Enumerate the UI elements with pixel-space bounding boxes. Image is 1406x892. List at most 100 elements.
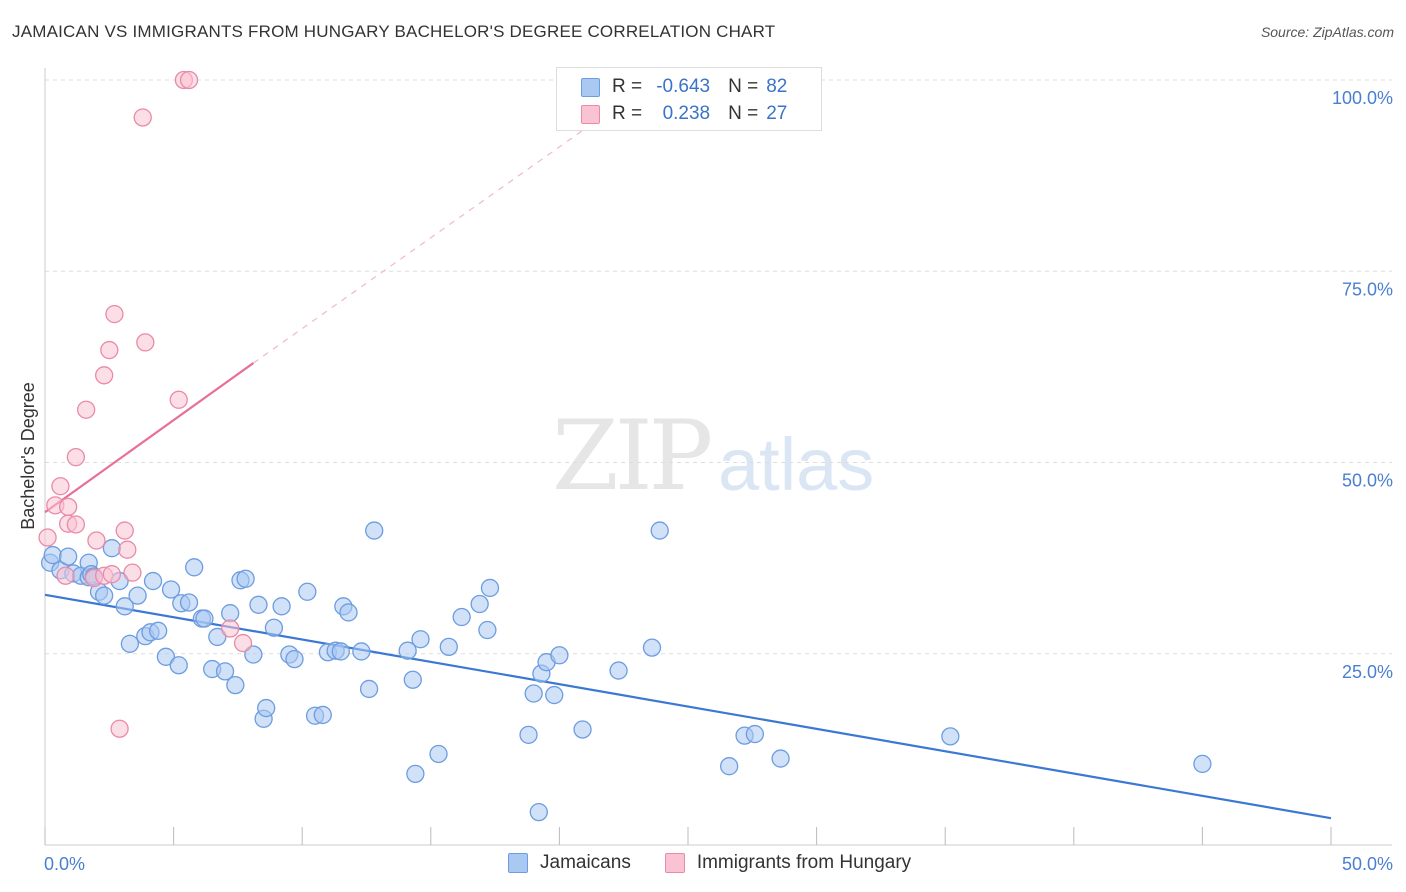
point-hungary bbox=[51, 477, 70, 496]
legend-n-label: N = bbox=[728, 76, 759, 97]
point-jamaicans bbox=[403, 670, 422, 689]
point-jamaicans bbox=[545, 685, 564, 705]
point-jamaicans bbox=[439, 637, 458, 657]
point-hungary bbox=[110, 719, 129, 738]
trendline-jamaicans bbox=[44, 593, 1332, 820]
point-jamaicans bbox=[195, 609, 214, 628]
point-jamaicans bbox=[236, 569, 255, 588]
point-jamaicans bbox=[120, 634, 140, 653]
legend-r-label: R = bbox=[612, 103, 643, 124]
point-jamaicans bbox=[365, 521, 384, 540]
point-jamaicans bbox=[156, 647, 176, 666]
legend-r-value: -0.643 bbox=[656, 76, 711, 97]
point-jamaicans bbox=[352, 642, 371, 661]
point-hungary bbox=[123, 563, 142, 582]
point-jamaicans bbox=[185, 558, 204, 577]
chart-title: JAMAICAN VS IMMIGRANTS FROM HUNGARY BACH… bbox=[12, 22, 776, 41]
point-jamaicans bbox=[149, 621, 168, 640]
legend-n-label: N = bbox=[728, 103, 759, 124]
point-jamaicans bbox=[257, 698, 276, 718]
legend-r-label: R = bbox=[612, 76, 643, 97]
point-jamaicans bbox=[58, 547, 78, 566]
point-jamaicans bbox=[642, 638, 662, 657]
point-jamaicans bbox=[244, 645, 263, 664]
point-hungary bbox=[233, 633, 253, 653]
point-jamaicans bbox=[285, 649, 304, 669]
legend-n-value: 27 bbox=[766, 103, 788, 124]
point-hungary bbox=[118, 540, 137, 559]
point-jamaicans bbox=[478, 620, 497, 640]
point-jamaicans bbox=[941, 727, 960, 746]
point-hungary bbox=[56, 566, 75, 585]
legend-r-value: 0.238 bbox=[662, 103, 711, 124]
point-hungary bbox=[38, 528, 57, 547]
axes bbox=[44, 68, 1392, 846]
trendline-hungary-extension bbox=[252, 110, 612, 364]
tick-labels: 25.0% 50.0% 75.0% 100.0% 0.0% 50.0% bbox=[44, 88, 1393, 874]
point-jamaicans bbox=[411, 630, 430, 649]
point-jamaicans bbox=[264, 618, 284, 637]
legend-row-jamaicans: R = -0.643 N = 82 bbox=[581, 74, 787, 100]
source-label: Source: ZipAtlas.com bbox=[1260, 24, 1394, 40]
legend-n-value: 82 bbox=[766, 76, 788, 97]
trendline-hungary bbox=[44, 362, 254, 514]
stats-legend: R = -0.643 N = 82 R = 0.238 N = 27 bbox=[556, 67, 822, 131]
point-hungary bbox=[87, 531, 106, 550]
point-jamaicans bbox=[215, 662, 235, 681]
point-jamaicans bbox=[179, 593, 199, 612]
point-jamaicans bbox=[529, 802, 548, 822]
point-jamaicans bbox=[519, 725, 538, 744]
legend-swatch-hungary bbox=[664, 853, 685, 873]
point-jamaicans bbox=[128, 586, 147, 605]
point-jamaicans bbox=[43, 545, 62, 565]
point-jamaicans bbox=[169, 656, 188, 675]
point-hungary bbox=[58, 497, 78, 517]
point-jamaicans bbox=[272, 597, 291, 616]
point-hungary bbox=[221, 619, 240, 638]
y-tick-label: 50.0% bbox=[1342, 471, 1393, 491]
point-jamaicans bbox=[720, 757, 739, 776]
legend-item-jamaicans[interactable]: Jamaicans bbox=[508, 852, 631, 874]
data-points bbox=[38, 70, 1212, 822]
y-axis-label: Bachelor's Degree bbox=[18, 382, 38, 530]
point-hungary bbox=[77, 400, 96, 419]
point-jamaicans bbox=[480, 578, 500, 598]
point-hungary bbox=[105, 304, 124, 324]
watermark-zip: ZIP bbox=[552, 400, 713, 512]
point-jamaicans bbox=[609, 661, 628, 680]
legend-label-jamaicans: Jamaicans bbox=[540, 852, 631, 873]
point-hungary bbox=[100, 340, 119, 360]
y-tick-label: 75.0% bbox=[1342, 279, 1393, 299]
point-jamaicans bbox=[115, 597, 134, 616]
point-jamaicans bbox=[226, 675, 245, 695]
point-hungary bbox=[136, 333, 155, 352]
point-jamaicans bbox=[102, 539, 122, 558]
x-tick-label: 0.0% bbox=[44, 854, 85, 874]
point-jamaicans bbox=[398, 641, 417, 660]
point-hungary bbox=[66, 447, 86, 467]
legend-label-hungary: Immigrants from Hungary bbox=[696, 852, 912, 873]
point-hungary bbox=[133, 108, 152, 127]
legend-swatch-jamaicans bbox=[508, 853, 528, 873]
legend-item-hungary[interactable]: Immigrants from Hungary bbox=[664, 852, 912, 874]
point-jamaicans bbox=[573, 720, 592, 739]
y-tick-label: 25.0% bbox=[1342, 662, 1393, 682]
x-tick-label: 50.0% bbox=[1342, 854, 1393, 874]
point-jamaicans bbox=[249, 595, 268, 614]
point-jamaicans bbox=[298, 582, 317, 601]
point-hungary bbox=[66, 515, 86, 534]
point-jamaicans bbox=[208, 627, 227, 647]
point-jamaicans bbox=[429, 744, 448, 764]
point-jamaicans bbox=[143, 571, 163, 591]
point-jamaicans bbox=[221, 604, 240, 623]
point-jamaicans bbox=[550, 646, 569, 665]
point-jamaicans bbox=[1193, 754, 1212, 774]
legend-swatch-hungary bbox=[581, 104, 600, 124]
point-jamaicans bbox=[470, 594, 489, 614]
point-jamaicans bbox=[331, 642, 350, 661]
point-jamaicans bbox=[313, 705, 332, 725]
legend-swatch-jamaicans bbox=[581, 77, 600, 97]
point-jamaicans bbox=[95, 586, 114, 605]
point-hungary bbox=[179, 70, 199, 90]
